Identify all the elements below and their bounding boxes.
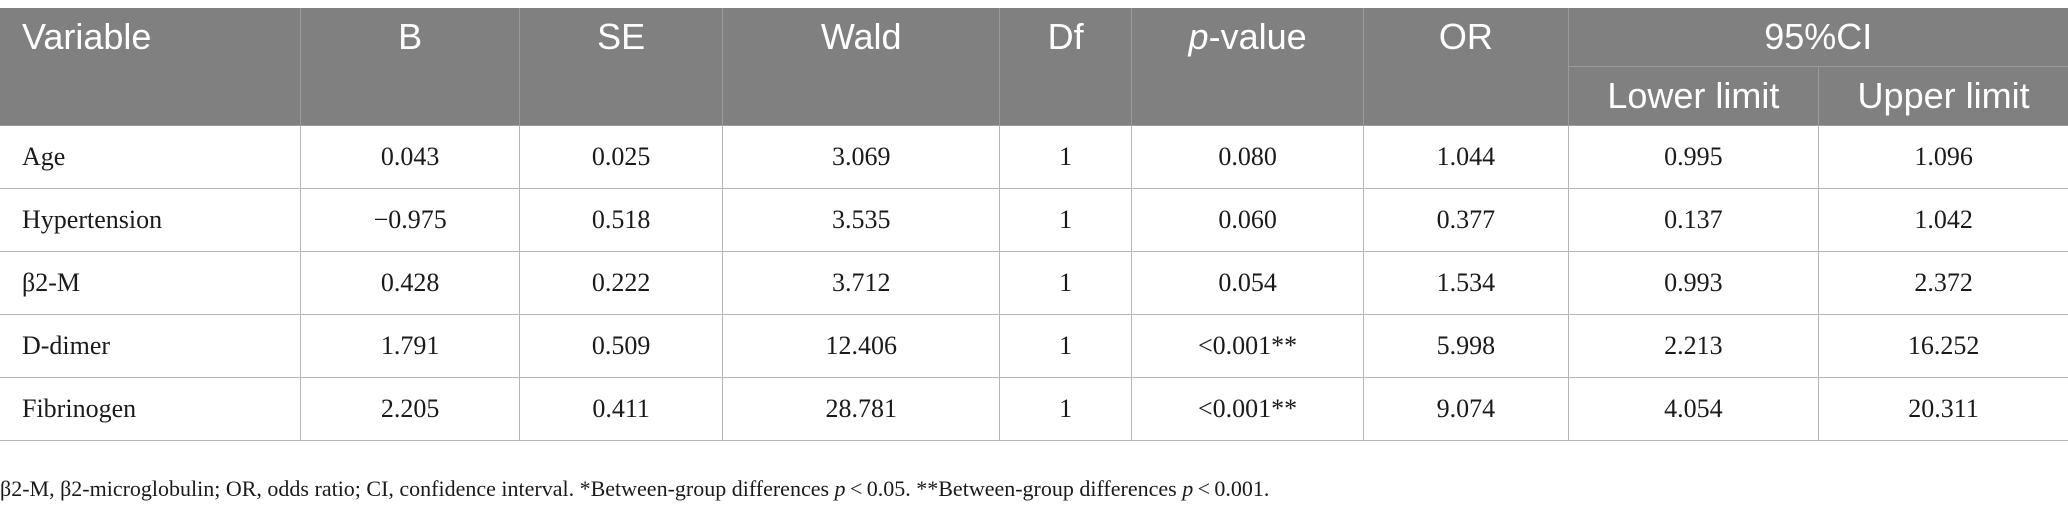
cell-b: −0.975 xyxy=(300,188,521,252)
cell-variable: β2-M xyxy=(0,251,302,315)
cell-or: 1.534 xyxy=(1363,251,1569,315)
header-upper-limit: Upper limit xyxy=(1818,66,2068,126)
header-p-value: p-value xyxy=(1131,8,1365,126)
cell-wald: 3.712 xyxy=(722,251,1001,315)
header-df: Df xyxy=(999,8,1133,126)
cell-p: 0.060 xyxy=(1131,188,1365,252)
cell-variable: Hypertension xyxy=(0,188,302,252)
header-se: SE xyxy=(519,8,724,126)
cell-upper: 2.372 xyxy=(1818,251,2068,315)
cell-lower: 2.213 xyxy=(1568,314,1820,378)
cell-p: <0.001** xyxy=(1131,314,1365,378)
cell-se: 0.222 xyxy=(519,251,724,315)
table-footnote: β2-M, β2-microglobulin; OR, odds ratio; … xyxy=(0,476,1269,502)
table-row: Age 0.043 0.025 3.069 1 0.080 1.044 0.995 1.096 xyxy=(0,125,2068,189)
cell-se: 0.509 xyxy=(519,314,724,378)
cell-upper: 20.311 xyxy=(1818,377,2068,441)
cell-b: 2.205 xyxy=(300,377,521,441)
cell-p: 0.054 xyxy=(1131,251,1365,315)
cell-upper: 1.096 xyxy=(1818,125,2068,189)
footnote-text-3: < 0.001. xyxy=(1193,476,1270,501)
header-variable: Variable xyxy=(0,8,302,126)
cell-df: 1 xyxy=(999,125,1133,189)
table-row: D-dimer 1.791 0.509 12.406 1 <0.001** 5.998 2.2… xyxy=(0,314,2068,378)
regression-table-container: Variable B SE Wald Df p-value OR 95%CI L… xyxy=(0,8,2068,441)
cell-se: 0.025 xyxy=(519,125,724,189)
cell-wald: 3.535 xyxy=(722,188,1001,252)
cell-variable: Age xyxy=(0,125,302,189)
cell-variable: Fibrinogen xyxy=(0,377,302,441)
cell-p: 0.080 xyxy=(1131,125,1365,189)
cell-b: 0.043 xyxy=(300,125,521,189)
table-row: Fibrinogen 2.205 0.411 28.781 1 <0.001** 9.074… xyxy=(0,377,2068,441)
cell-upper: 16.252 xyxy=(1818,314,2068,378)
header-p-italic: p xyxy=(1188,16,1209,57)
table-row: Hypertension −0.975 0.518 3.535 1 0.060 0.377 0… xyxy=(0,188,2068,252)
header-p-suffix: -value xyxy=(1208,16,1307,57)
cell-or: 9.074 xyxy=(1363,377,1569,441)
cell-variable: D-dimer xyxy=(0,314,302,378)
cell-wald: 12.406 xyxy=(722,314,1001,378)
cell-or: 5.998 xyxy=(1363,314,1569,378)
cell-df: 1 xyxy=(999,188,1133,252)
cell-se: 0.411 xyxy=(519,377,724,441)
header-ci: 95%CI xyxy=(1568,8,2068,67)
cell-wald: 28.781 xyxy=(722,377,1001,441)
table-body: Age 0.043 0.025 3.069 1 0.080 1.044 0.995 1.096 H… xyxy=(0,125,2068,441)
regression-table: Variable B SE Wald Df p-value OR 95%CI L… xyxy=(0,8,2068,441)
cell-or: 1.044 xyxy=(1363,125,1569,189)
cell-lower: 4.054 xyxy=(1568,377,1820,441)
cell-df: 1 xyxy=(999,377,1133,441)
cell-b: 1.791 xyxy=(300,314,521,378)
cell-lower: 0.995 xyxy=(1568,125,1820,189)
header-or: OR xyxy=(1363,8,1569,126)
cell-b: 0.428 xyxy=(300,251,521,315)
cell-df: 1 xyxy=(999,251,1133,315)
footnote-p-2: p xyxy=(1182,476,1194,501)
header-wald: Wald xyxy=(722,8,1001,126)
table-row: β2-M 0.428 0.222 3.712 1 0.054 1.534 0.993 2.372 xyxy=(0,251,2068,315)
footnote-text-2: < 0.05. **Between-group differences xyxy=(845,476,1183,501)
cell-p: <0.001** xyxy=(1131,377,1365,441)
cell-df: 1 xyxy=(999,314,1133,378)
cell-se: 0.518 xyxy=(519,188,724,252)
cell-wald: 3.069 xyxy=(722,125,1001,189)
cell-lower: 0.993 xyxy=(1568,251,1820,315)
footnote-text-1: β2-M, β2-microglobulin; OR, odds ratio; … xyxy=(0,476,835,501)
cell-upper: 1.042 xyxy=(1818,188,2068,252)
header-b: B xyxy=(300,8,521,126)
header-lower-limit: Lower limit xyxy=(1568,66,1820,126)
cell-lower: 0.137 xyxy=(1568,188,1820,252)
footnote-p-1: p xyxy=(834,476,846,501)
cell-or: 0.377 xyxy=(1363,188,1569,252)
